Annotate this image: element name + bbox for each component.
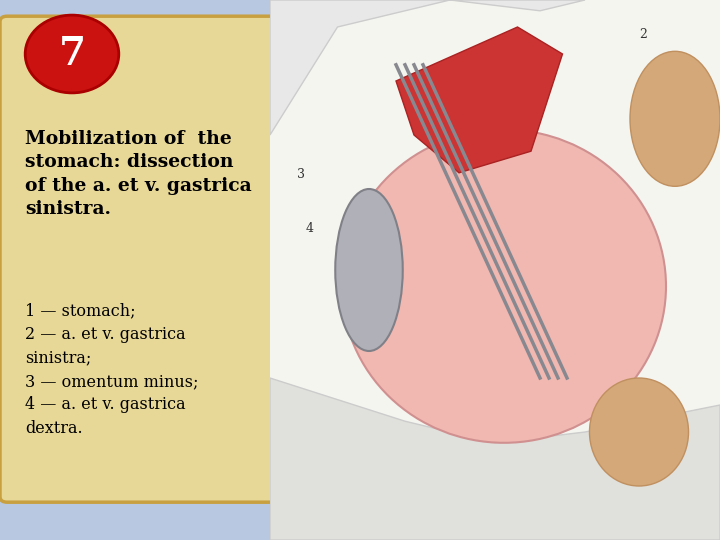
Text: Mobilization of  the
stomach: dissection
of the a. et v. gastrica
sinistra.: Mobilization of the stomach: dissection …	[25, 130, 252, 218]
Polygon shape	[270, 0, 585, 135]
Polygon shape	[396, 27, 562, 173]
FancyBboxPatch shape	[0, 16, 277, 502]
Text: 2: 2	[639, 28, 647, 41]
Ellipse shape	[630, 51, 720, 186]
Text: 3: 3	[297, 168, 305, 181]
Text: 4: 4	[306, 222, 314, 235]
Ellipse shape	[336, 189, 402, 351]
Ellipse shape	[590, 378, 688, 486]
Text: 1 — stomach;
2 — a. et v. gastrica
sinistra;
3 — omentum minus;
4 — a. et v. gas: 1 — stomach; 2 — a. et v. gastrica sinis…	[25, 302, 199, 437]
Polygon shape	[270, 378, 720, 540]
Ellipse shape	[342, 130, 666, 443]
Ellipse shape	[25, 15, 119, 93]
Text: 7: 7	[58, 35, 86, 73]
Bar	[270, 0, 720, 540]
